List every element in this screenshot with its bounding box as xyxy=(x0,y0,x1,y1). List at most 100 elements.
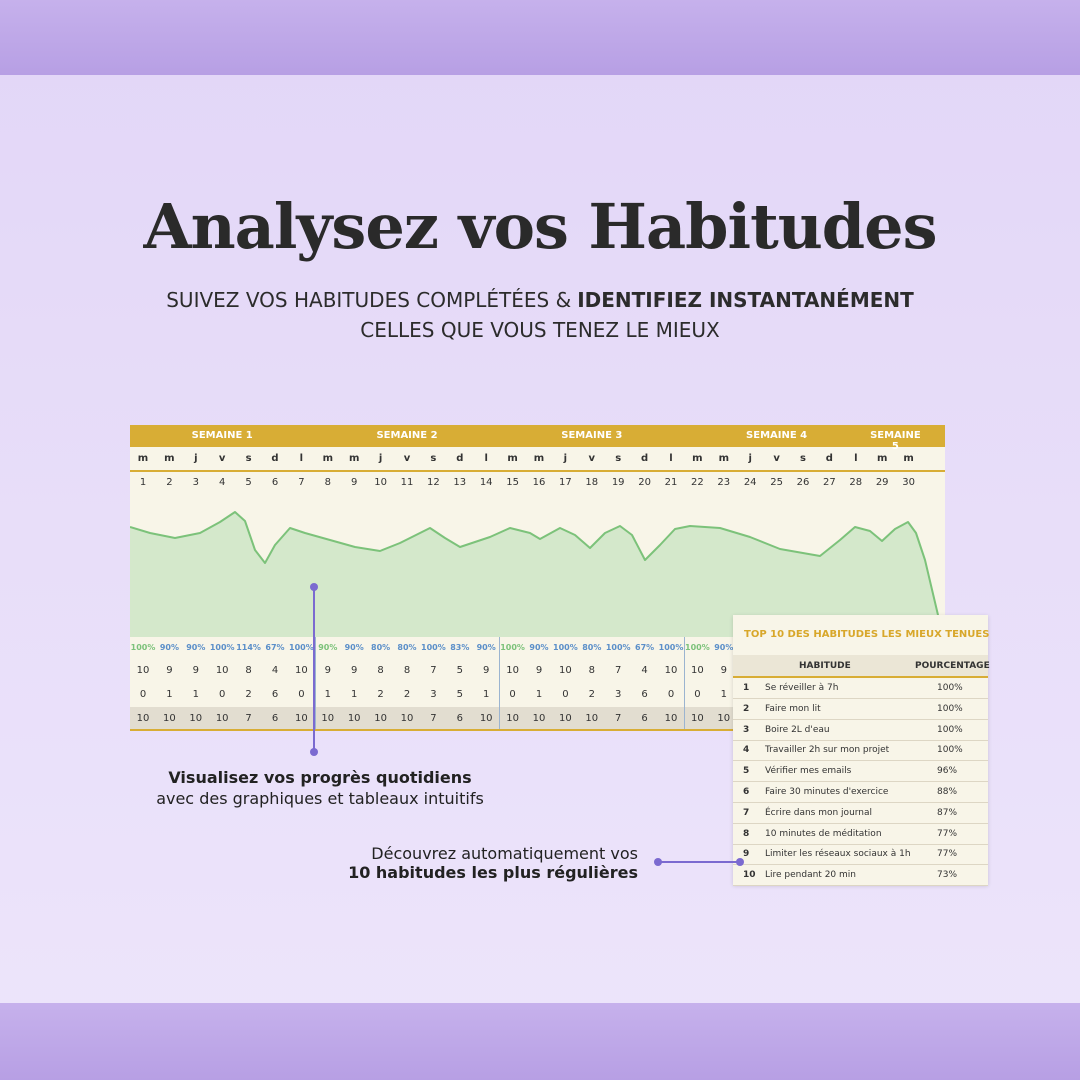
total-count: 10 xyxy=(136,713,150,724)
completed-count: 9 xyxy=(166,665,173,676)
missed-count: 3 xyxy=(430,689,437,700)
caption: avec des graphiques et tableaux intuitif… xyxy=(156,789,484,808)
day-number: 24 xyxy=(743,477,757,488)
completed-count: 10 xyxy=(664,665,678,676)
missed-count: 0 xyxy=(667,689,675,700)
top10-row xyxy=(733,782,988,803)
missed-count: 2 xyxy=(588,689,595,700)
weekday: s xyxy=(615,453,622,464)
day-number: 7 xyxy=(298,477,305,488)
weekday: d xyxy=(456,453,464,464)
top10-row xyxy=(733,761,988,783)
top10-percentage: 96% xyxy=(937,766,958,777)
weekday: l xyxy=(299,453,304,464)
completed-count: 9 xyxy=(535,665,543,676)
weekday: m xyxy=(903,453,914,464)
top10-percentage: 87% xyxy=(937,807,958,818)
top10-habit: Faire mon lit xyxy=(765,703,821,714)
total-count: 10 xyxy=(532,713,546,724)
subtitle-line: CELLES QUE VOUS TENEZ LE MIEUX xyxy=(360,318,720,342)
total-count: 10 xyxy=(215,713,229,724)
weekday: d xyxy=(271,453,279,464)
completed-count: 9 xyxy=(192,665,199,676)
top10-rank: 2 xyxy=(743,703,750,714)
top10-percentage: 77% xyxy=(937,849,958,860)
weekday: m xyxy=(322,453,334,464)
missed-count: 2 xyxy=(245,689,252,700)
progress-area xyxy=(130,512,945,637)
day-number: 16 xyxy=(532,477,546,488)
top10-row xyxy=(733,699,988,720)
daily-percentage: 100% xyxy=(500,643,525,652)
total-count: 10 xyxy=(347,713,361,724)
top10-rank: 3 xyxy=(743,724,750,735)
day-number: 21 xyxy=(664,477,678,488)
day-number: 3 xyxy=(192,477,199,488)
daily-percentage: 90% xyxy=(186,643,206,652)
weekday: j xyxy=(748,453,752,464)
week-label: SEMAINE 5 xyxy=(870,430,921,452)
completed-count: 7 xyxy=(615,665,622,676)
missed-count: 6 xyxy=(641,689,648,700)
top10-habit: Vérifier mes emails xyxy=(765,766,852,777)
total-count: 10 xyxy=(479,713,493,724)
completed-count: 8 xyxy=(403,665,411,676)
total-count: 7 xyxy=(430,713,437,724)
daily-percentage: 100% xyxy=(658,643,684,652)
total-count: 10 xyxy=(559,713,572,724)
missed-count: 1 xyxy=(324,689,331,700)
top10-percentage: 100% xyxy=(937,683,963,693)
day-number: 25 xyxy=(770,477,783,488)
top10-habit: Faire 30 minutes d'exercice xyxy=(765,787,889,797)
completed-count: 10 xyxy=(215,665,229,676)
day-number: 14 xyxy=(479,477,493,488)
caption: Visualisez vos progrès quotidiens xyxy=(168,768,472,787)
daily-percentage: 100% xyxy=(685,643,710,652)
weekday: m xyxy=(876,453,888,464)
week-label: SEMAINE 2 xyxy=(376,430,438,441)
weekday: l xyxy=(669,453,673,464)
caption: 10 habitudes les plus régulières xyxy=(348,863,638,882)
day-number: 17 xyxy=(559,477,572,488)
missed-count: 6 xyxy=(271,689,279,700)
completed-count: 10 xyxy=(559,665,572,676)
daily-percentage: 80% xyxy=(371,643,391,652)
day-number: 28 xyxy=(849,477,863,488)
completed-count: 9 xyxy=(720,665,727,676)
week-label: SEMAINE 3 xyxy=(561,430,623,441)
missed-count: 0 xyxy=(509,689,516,700)
weekday: v xyxy=(773,453,780,464)
missed-count: 0 xyxy=(694,689,701,700)
connector-dot xyxy=(654,858,662,866)
day-number: 12 xyxy=(427,477,440,488)
day-number: 2 xyxy=(166,477,173,488)
total-count: 10 xyxy=(664,713,678,724)
top10-percentage: 88% xyxy=(937,787,958,797)
weekday: v xyxy=(218,453,226,464)
top10-row xyxy=(733,865,988,887)
weekday: s xyxy=(800,453,806,464)
top10-panel: TOP 10 DES HABITUDES LES MIEUX TENUES HA… xyxy=(733,615,990,887)
completed-count: 5 xyxy=(456,665,463,676)
weekday: m xyxy=(348,453,360,464)
weekday: m xyxy=(137,453,149,464)
completed-count: 8 xyxy=(245,665,252,676)
completed-count: 8 xyxy=(588,665,595,676)
weekday: l xyxy=(484,453,488,464)
total-count: 10 xyxy=(321,713,335,724)
connector-dot xyxy=(736,858,744,866)
top10-header-label: HABITUDE xyxy=(799,661,851,671)
total-count: 10 xyxy=(691,713,704,724)
completed-count: 7 xyxy=(430,665,437,676)
total-count: 10 xyxy=(400,713,414,724)
daily-percentage: 100% xyxy=(289,643,314,652)
total-count: 6 xyxy=(456,713,463,724)
completed-count: 10 xyxy=(506,665,519,676)
missed-count: 0 xyxy=(219,689,226,700)
completed-count: 8 xyxy=(377,665,384,676)
day-number: 1 xyxy=(139,477,147,488)
missed-count: 1 xyxy=(166,689,173,700)
